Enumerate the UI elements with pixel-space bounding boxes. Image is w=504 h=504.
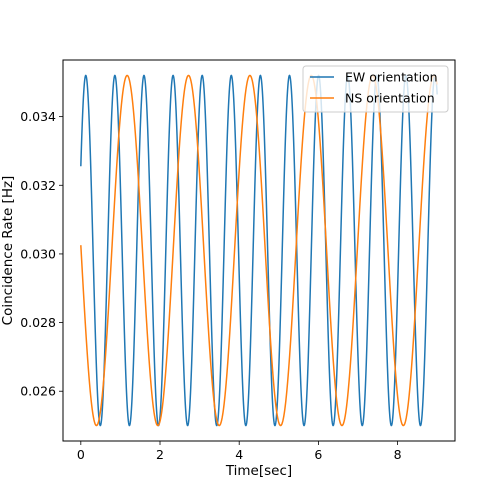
y-tick-label: 0.034 — [20, 109, 56, 124]
y-tick-label: 0.030 — [20, 246, 56, 261]
y-tick-label: 0.032 — [20, 178, 56, 193]
x-tick-label: 6 — [314, 447, 322, 462]
x-axis-label: Time[sec] — [225, 463, 292, 479]
x-tick-label: 8 — [394, 447, 402, 462]
legend-label-ns: NS orientation — [345, 91, 435, 106]
x-tick-label: 0 — [77, 447, 85, 462]
y-axis-label: Coincidence Rate [Hz] — [0, 176, 16, 326]
legend-box — [302, 65, 449, 113]
y-tick-label: 0.028 — [20, 315, 56, 330]
legend-label-ew: EW orientation — [345, 70, 438, 85]
y-tick-label: 0.026 — [20, 384, 56, 399]
x-tick-label: 2 — [156, 447, 164, 462]
plot-frame — [62, 59, 456, 442]
legend: EW orientation NS orientation — [302, 65, 449, 113]
x-tick-label: 4 — [235, 447, 243, 462]
ticks-layer: 0 2 4 6 8 0.026 0.028 0.030 0.032 0.034 — [20, 109, 401, 462]
